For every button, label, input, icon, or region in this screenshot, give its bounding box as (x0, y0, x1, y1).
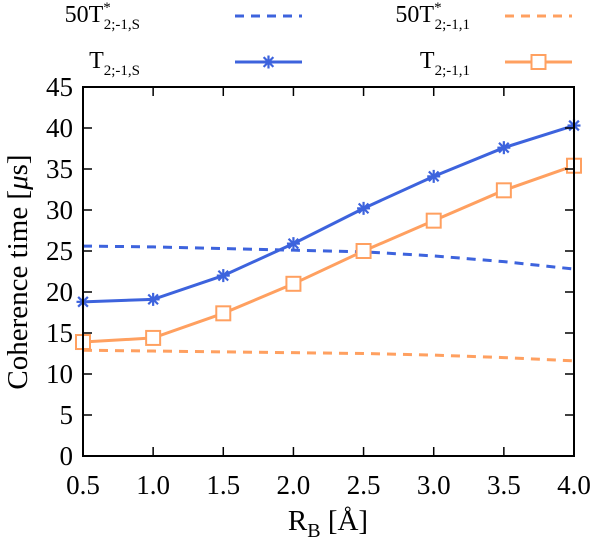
series-2 (76, 119, 581, 309)
x-tick-label: 1.5 (206, 470, 240, 500)
y-tick-label: 20 (46, 277, 73, 307)
legend-label: 50T* 2;-1,S (65, 0, 140, 33)
series-layer (75, 119, 582, 363)
data-point (286, 237, 300, 251)
y-tick-label: 25 (46, 236, 73, 266)
data-point (357, 201, 371, 215)
legend-marker (530, 54, 547, 70)
legend-marker (262, 55, 275, 69)
x-tick-label: 4.0 (557, 470, 591, 500)
data-point (215, 305, 232, 322)
x-tick-label: 0.5 (66, 470, 100, 500)
series-1 (82, 348, 575, 363)
y-tick-label: 40 (46, 113, 73, 143)
data-point (497, 141, 511, 155)
x-tick-label: 2.5 (347, 470, 381, 500)
axes: 0 5 10 15 20 25 30 35 40 45 0.5 1.0 1.5 2.0 2.5 3.0 3.5 4… (46, 72, 591, 500)
y-tick-label: 30 (46, 195, 73, 225)
legend-label: T2;-1,1 (420, 48, 470, 79)
y-tick-label: 45 (46, 72, 73, 102)
series-line (82, 348, 575, 363)
data-point (425, 212, 442, 229)
data-point (495, 182, 512, 199)
legend-item: T2;-1,S (89, 48, 302, 79)
data-point (355, 243, 372, 259)
legend-item: 50T* 2;-1,1 (395, 0, 572, 33)
series-3 (75, 157, 582, 351)
x-tick-label: 2.0 (277, 470, 311, 500)
x-tick-label: 1.0 (136, 470, 170, 500)
y-axis-title: Coherence time [μs] (2, 154, 34, 389)
data-point (145, 329, 162, 346)
y-tick-label: 5 (60, 400, 74, 430)
legend-item: T2;-1,1 (420, 48, 572, 79)
y-tick-label: 10 (46, 359, 73, 389)
series-line (82, 164, 575, 344)
x-tick-label: 3.0 (417, 470, 451, 500)
y-tick-label: 0 (60, 441, 74, 471)
data-point (285, 275, 302, 292)
legend-label: T2;-1,S (89, 48, 140, 79)
series-line (82, 124, 575, 304)
y-tick-label: 35 (46, 154, 73, 184)
x-tick-label: 3.5 (487, 470, 521, 500)
series-0 (82, 244, 575, 271)
plot-frame (82, 86, 575, 457)
legend-item: 50T* 2;-1,S (65, 0, 302, 33)
x-axis-title: RB [Å] (288, 505, 368, 540)
series-line (82, 244, 575, 271)
y-tick-label: 15 (46, 318, 73, 348)
legend: 50T* 2;-1,S 50T* 2;-1,1 T2;-1,S T2;-1,1 (65, 0, 572, 79)
data-point (427, 169, 441, 183)
legend-label: 50T* 2;-1,1 (395, 0, 470, 33)
data-point (146, 292, 160, 306)
data-point (216, 269, 230, 283)
